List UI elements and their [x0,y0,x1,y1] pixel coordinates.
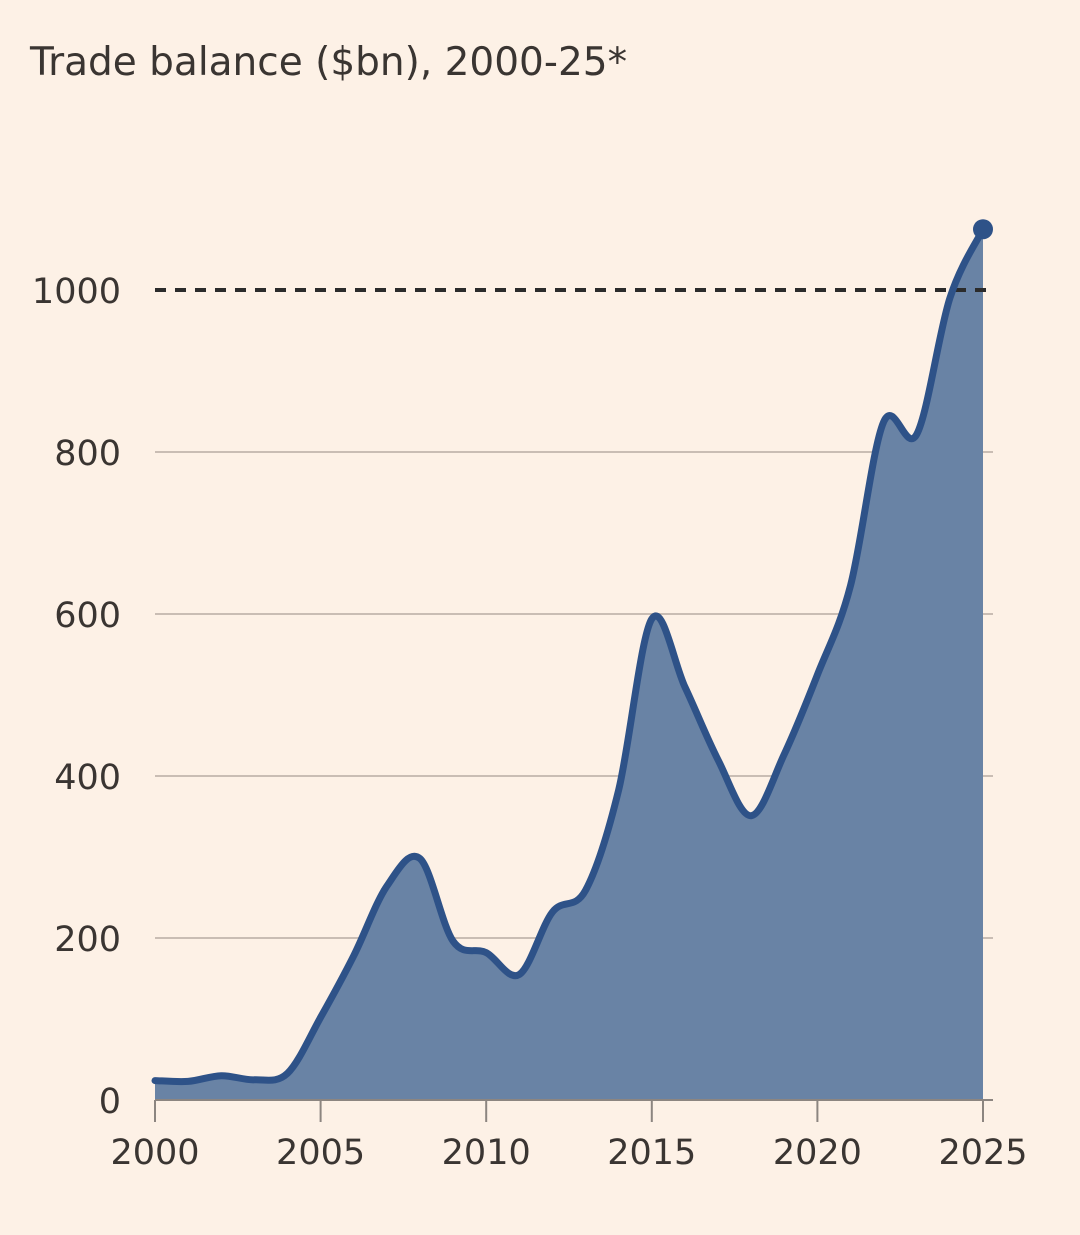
x-tick-label-2005: 2005 [276,1133,365,1173]
x-tick-label-2000: 2000 [110,1133,199,1173]
chart-title: Trade balance ($bn), 2000-25* [30,40,628,85]
x-axis [154,1099,993,1122]
x-tick-label-2015: 2015 [607,1133,696,1173]
x-tick-label-2025: 2025 [938,1133,1027,1173]
y-tick-label-200: 200 [54,920,121,960]
y-tick-label-600: 600 [54,596,121,636]
end-point-marker [973,219,993,240]
x-tick-label-2020: 2020 [773,1133,862,1173]
x-tick-label-2010: 2010 [442,1133,531,1173]
series-line-trade-balance [151,225,987,1086]
y-tick-label-1000: 1000 [32,272,121,312]
x-axis-tick-labels: 2000 2005 2010 2015 2020 2025 [110,1133,1027,1173]
y-axis-tick-labels: 0 200 400 600 800 1000 [32,272,121,1122]
y-tick-label-800: 800 [54,434,121,474]
y-tick-label-0: 0 [99,1082,121,1122]
y-tick-label-400: 400 [54,758,121,798]
area-fill [155,229,983,1100]
